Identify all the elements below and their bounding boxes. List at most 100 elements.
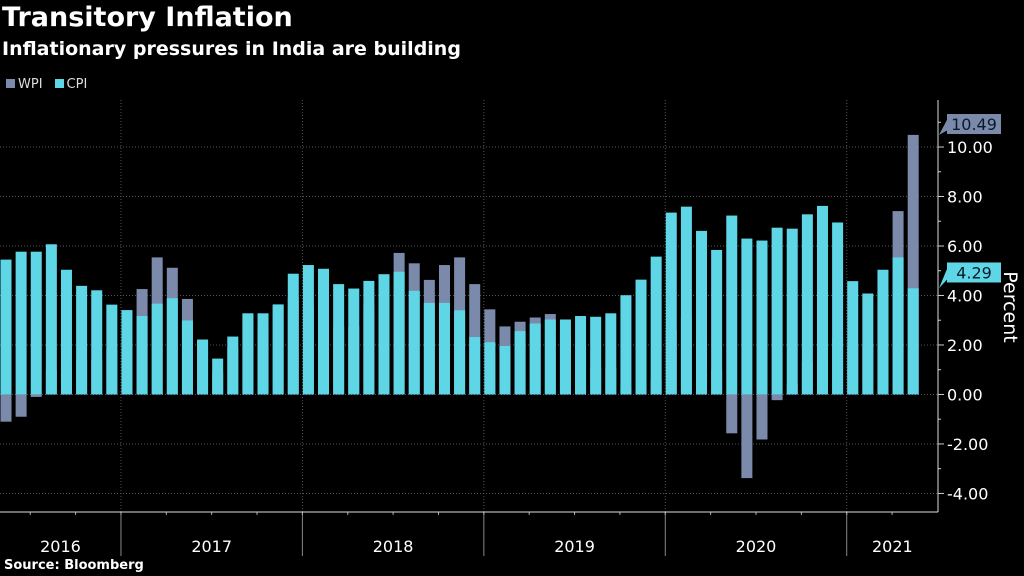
bar-cpi [454,310,466,395]
bar-cpi [726,215,738,395]
bar-cpi [76,285,88,395]
bar-wpi [907,134,919,395]
bar-cpi [302,265,314,395]
bar-cpi [892,257,904,395]
bar-cpi [151,303,163,395]
bar-cpi [469,337,481,395]
y-tick-label: 4.00 [947,286,983,305]
bar-cpi [333,284,345,395]
x-year-label: 2018 [373,537,414,556]
legend-label-wpi: WPI [18,77,43,92]
legend-swatch-cpi [54,79,64,88]
source-note: Source: Bloomberg [4,558,144,573]
callout-label: 4.29 [956,263,992,282]
legend-swatch-wpi [6,79,15,88]
bar-cpi [605,313,617,395]
callout-shape [947,114,1001,135]
y-tick-label: 8.00 [947,188,983,207]
bar-cpi [15,251,27,395]
bar-cpi [408,290,420,395]
bar-cpi [212,358,224,395]
callout-label: 10.49 [951,115,997,134]
chart-subtitle: Inflationary pressures in India are buil… [2,38,461,60]
x-year-label: 2019 [554,537,595,556]
axes: -4.00 -2.00 0.00 2.00 4.00 6.00 8.00 10.00 2016 2… [0,100,1001,556]
bar-cpi [121,310,133,395]
bar-wpi [741,394,753,479]
bar-cpi [786,228,798,395]
bar-cpi [877,269,889,395]
bar-cpi [499,345,511,395]
bar-wpi [15,394,27,417]
bar-cpi [136,316,148,395]
bar-cpi [60,269,72,395]
y-tick-label: 10.00 [947,138,993,157]
legend-item-wpi: WPI [6,77,43,92]
bar-cpi [847,281,859,395]
legend-label-cpi: CPI [66,77,88,92]
bar-cpi [272,304,284,395]
bar-cpi [544,319,556,395]
bar-cpi [318,268,330,395]
callout-pointer [939,118,948,135]
bar-cpi [181,320,193,395]
bar-cpi [650,256,662,395]
bar-cpi [711,249,723,395]
bar-wpi [0,394,12,422]
x-year-label: 2016 [40,537,81,556]
bar-cpi [575,316,587,395]
last-value-callout-wpi: 10.49 [939,114,1001,135]
bar-wpi [30,394,42,397]
bar-cpi [91,290,103,395]
x-year-label: 2020 [736,537,777,556]
bar-cpi [514,331,526,395]
bar-wpi [756,394,768,440]
bar-cpi [257,313,269,395]
bar-cpi [166,298,178,395]
callout-shape [947,262,1001,283]
bar-cpi [45,244,57,395]
y-tick-label: 6.00 [947,237,983,256]
legend: WPI CPI [6,77,87,92]
callout-pointer [939,266,948,289]
bar-cpi [0,259,12,395]
bar-cpi [832,222,844,395]
bar-cpi [801,214,813,395]
bar-cpi [529,323,541,395]
bar-cpi [348,288,360,395]
bar-cpi [665,212,677,395]
bar-cpi [816,205,828,395]
y-tick-label: 2.00 [947,336,983,355]
bar-wpi [771,394,783,401]
bar-cpi [363,280,375,395]
bar-cpi [378,274,390,395]
y-tick-label: -4.00 [947,484,988,503]
bar-cpi [423,302,435,395]
bar-cpi [907,288,919,395]
bar-cpi [197,339,209,395]
bar-cpi [620,295,632,395]
bar-cpi [106,304,118,395]
bar-cpi [393,271,405,395]
y-axis-label: Percent [999,271,1021,343]
y-tick-label: 0.00 [947,385,983,404]
bar-cpi [227,336,239,395]
bar-cpi [756,240,768,395]
bar-cpi [862,293,874,395]
bar-cpi [287,273,299,395]
bar-cpi [696,230,708,395]
bar-cpi [590,316,602,395]
bar-cpi [771,227,783,395]
chart-title: Transitory Inflation [2,2,293,33]
last-value-callout-cpi: 4.29 [939,262,1001,289]
bar-cpi [30,251,42,395]
bar-cpi [242,313,254,395]
x-year-label: 2017 [191,537,232,556]
bar-cpi [438,302,450,395]
bar-cpi [559,319,571,395]
x-year-label: 2021 [872,537,913,556]
bar-cpi [484,342,496,395]
bar-cpi [635,279,647,395]
bar-cpi [741,238,753,395]
